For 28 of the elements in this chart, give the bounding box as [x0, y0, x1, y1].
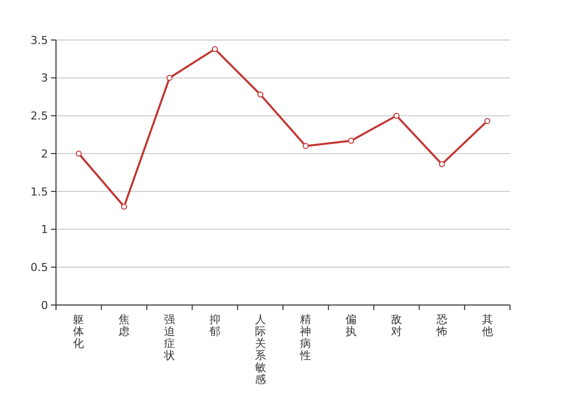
y-tick-label: 1.5: [30, 185, 48, 198]
y-tick-label: 2: [41, 147, 48, 160]
y-tick-label: 1: [41, 223, 48, 236]
x-tick-label: 抑郁: [209, 313, 220, 338]
x-tick-label: 焦虑: [118, 313, 130, 338]
y-tick-label: 3.5: [30, 34, 48, 47]
x-tick-label: 其他: [482, 313, 493, 338]
point: [166, 74, 172, 81]
x-tick-label: 偏执: [346, 313, 357, 338]
x-tick-label: 精神病性: [299, 313, 312, 362]
point: [394, 112, 400, 119]
y-tick-label: 0: [41, 298, 48, 312]
point: [302, 143, 309, 149]
point: [257, 92, 264, 98]
point: [121, 204, 128, 210]
x-tick-label: 恐怖: [435, 313, 448, 338]
point: [212, 46, 218, 52]
x-tick-label: 敌对: [391, 313, 402, 338]
x-tick-label: 躯体化: [73, 313, 84, 350]
x-tick-label: 强迫症状: [163, 313, 175, 362]
y-tick-label: 0.5: [30, 260, 48, 274]
y-tick-label: 3: [41, 72, 48, 85]
point: [438, 161, 445, 168]
point: [76, 150, 82, 157]
point: [348, 138, 354, 144]
point: [484, 118, 490, 124]
x-tick-label: 人际关系敏感: [254, 313, 266, 386]
y-tick-label: 2.5: [30, 110, 48, 123]
